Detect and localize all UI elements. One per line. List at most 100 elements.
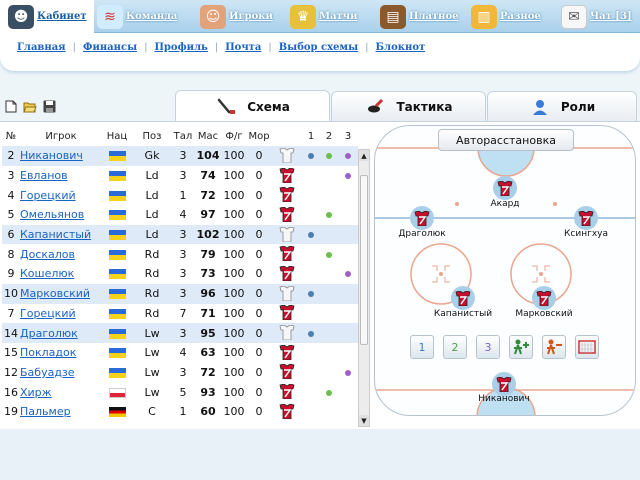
table-scrollbar[interactable]: ▲ ▼ [358, 149, 370, 427]
column-header-fg[interactable]: Ф/г [225, 130, 243, 142]
nav-item-chat[interactable]: ✉ Чат [3] [561, 0, 632, 33]
rink-player-left-wing[interactable] [410, 206, 434, 230]
column-header-tal[interactable]: Тал [173, 130, 193, 142]
table-row[interactable]: 19 Пальмер C 1 60 100 0 [2, 402, 358, 422]
red-jersey-icon[interactable] [279, 304, 296, 321]
nav-label-team[interactable]: Команда [126, 11, 178, 22]
scroll-thumb[interactable] [360, 175, 368, 345]
column-header-nat[interactable]: Нац [106, 130, 128, 142]
nav-label-misc[interactable]: Разное [500, 11, 541, 22]
red-jersey-icon[interactable] [279, 186, 296, 203]
file-toolbar [4, 100, 56, 113]
red-jersey-icon[interactable] [279, 265, 296, 282]
red-jersey-icon[interactable] [279, 245, 296, 262]
table-row[interactable]: 2 Никанович Gk 3 104 100 0 [2, 146, 358, 166]
table-row[interactable]: 12 Бабуадзе Lw 3 72 100 0 [2, 363, 358, 383]
player-name-link: Никанович [20, 146, 102, 166]
player-link[interactable]: Горецкий [20, 188, 76, 202]
nav-label-players[interactable]: Игроки [229, 11, 273, 22]
red-jersey-icon[interactable] [279, 167, 296, 184]
open-folder-icon[interactable] [23, 100, 37, 113]
table-row[interactable]: 8 Доскалов Rd 3 79 100 0 [2, 244, 358, 264]
rink-player-right-defense[interactable] [532, 286, 556, 310]
player-link[interactable]: Доскалов [20, 247, 75, 261]
rink-player-right-wing[interactable] [574, 206, 598, 230]
red-jersey-icon[interactable] [279, 383, 296, 400]
column-header-mor[interactable]: Мор [248, 130, 270, 142]
nav-label-matches[interactable]: Матчи [319, 11, 358, 22]
rink-player-left-defense[interactable] [451, 286, 475, 310]
subnav-link-notepad[interactable]: Блокнот [375, 42, 426, 53]
red-jersey-icon[interactable] [279, 206, 296, 223]
table-row[interactable]: 3 Евланов Ld 3 74 100 0 [2, 166, 358, 186]
line-1-button[interactable]: 1 [410, 335, 434, 359]
nav-label-cabinet[interactable]: Кабинет [37, 11, 87, 22]
subnav-link-profile[interactable]: Профиль [154, 42, 208, 53]
column-header-num[interactable]: № [5, 130, 17, 142]
subnav-link-scheme[interactable]: Выбор схемы [278, 42, 359, 53]
empty-jersey-icon[interactable] [279, 147, 296, 164]
auto-arrange-button[interactable]: Авторасстановка [438, 129, 574, 151]
nav-item-players[interactable]: ☺ Игроки [200, 0, 273, 33]
scroll-up-button[interactable]: ▲ [359, 150, 369, 161]
red-jersey-icon[interactable] [279, 363, 296, 380]
empty-jersey-icon[interactable] [279, 226, 296, 243]
red-jersey-icon[interactable] [279, 403, 296, 420]
player-link[interactable]: Кошелюк [20, 267, 75, 281]
player-link[interactable]: Никанович [20, 149, 83, 163]
rink-player-center[interactable] [493, 176, 517, 200]
tab-tactics[interactable]: Тактика [331, 91, 486, 121]
nav-item-paid[interactable]: ▤ Платное [380, 0, 459, 33]
table-row[interactable]: 14 Драголюк Lw 3 95 100 0 [2, 323, 358, 343]
save-icon[interactable] [42, 100, 56, 113]
empty-jersey-icon[interactable] [279, 324, 296, 341]
column-header-mas[interactable]: Мас [197, 130, 219, 142]
goal-net-button[interactable] [575, 335, 599, 359]
table-row[interactable]: 6 Капанистый Ld 3 102 100 0 [2, 224, 358, 245]
player-name-link: Капанистый [20, 224, 102, 245]
player-link[interactable]: Капанистый [20, 228, 92, 242]
player-link[interactable]: Бабуадзе [20, 365, 75, 379]
scroll-down-button[interactable]: ▼ [359, 415, 369, 426]
nav-item-team[interactable]: ≋ Команда [97, 0, 177, 33]
subnav-link-mail[interactable]: Почта [225, 42, 262, 53]
table-row[interactable]: 9 Кошелюк Rd 3 73 100 0 [2, 264, 358, 284]
player-link[interactable]: Хирж [20, 385, 52, 399]
new-file-icon[interactable] [4, 100, 18, 113]
line-2-button[interactable]: 2 [443, 335, 467, 359]
line-3-button[interactable]: 3 [476, 335, 500, 359]
line-1-cell [302, 323, 320, 343]
player-link[interactable]: Покладок [20, 346, 77, 360]
subnav-separator: | [268, 42, 272, 53]
player-link[interactable]: Евланов [20, 169, 68, 183]
nav-label-paid[interactable]: Платное [409, 11, 459, 22]
column-header-player[interactable]: Игрок [45, 130, 77, 142]
tab-roles[interactable]: Роли [487, 91, 637, 121]
player-link[interactable]: Марковский [20, 287, 91, 301]
red-jersey-icon[interactable] [279, 344, 296, 361]
add-player-button[interactable] [509, 335, 533, 359]
player-link[interactable]: Пальмер [20, 405, 71, 419]
table-row[interactable]: 7 Горецкий Rd 7 71 100 0 [2, 304, 358, 324]
nav-label-chat[interactable]: Чат [3] [590, 11, 632, 22]
player-link[interactable]: Омельянов [20, 208, 85, 222]
user-icon: ☻ [8, 4, 34, 29]
table-row[interactable]: 5 Омельянов Ld 4 97 100 0 [2, 205, 358, 225]
empty-jersey-icon[interactable] [279, 285, 296, 302]
nav-item-matches[interactable]: ♛ Матчи [290, 0, 357, 33]
remove-player-button[interactable] [542, 335, 566, 359]
table-row[interactable]: 15 Покладок Lw 4 63 100 0 [2, 343, 358, 363]
player-link[interactable]: Горецкий [20, 306, 76, 320]
column-header-pos[interactable]: Поз [142, 130, 162, 142]
tab-scheme[interactable]: Схема [175, 90, 330, 122]
nav-item-misc[interactable]: ▥ Разное [471, 0, 541, 33]
rink-player-goalie[interactable] [492, 372, 516, 396]
player-link[interactable]: Драголюк [20, 326, 78, 340]
table-row[interactable]: 10 Марковский Rd 3 96 100 0 [2, 283, 358, 304]
nav-item-cabinet[interactable]: ☻ Кабинет [8, 0, 87, 33]
subnav-link-main[interactable]: Главная [17, 42, 66, 53]
player-mastery: 93 [200, 385, 216, 399]
subnav-link-finance[interactable]: Финансы [82, 42, 138, 53]
table-row[interactable]: 4 Горецкий Ld 1 72 100 0 [2, 185, 358, 205]
table-row[interactable]: 16 Хирж Lw 5 93 100 0 [2, 382, 358, 402]
